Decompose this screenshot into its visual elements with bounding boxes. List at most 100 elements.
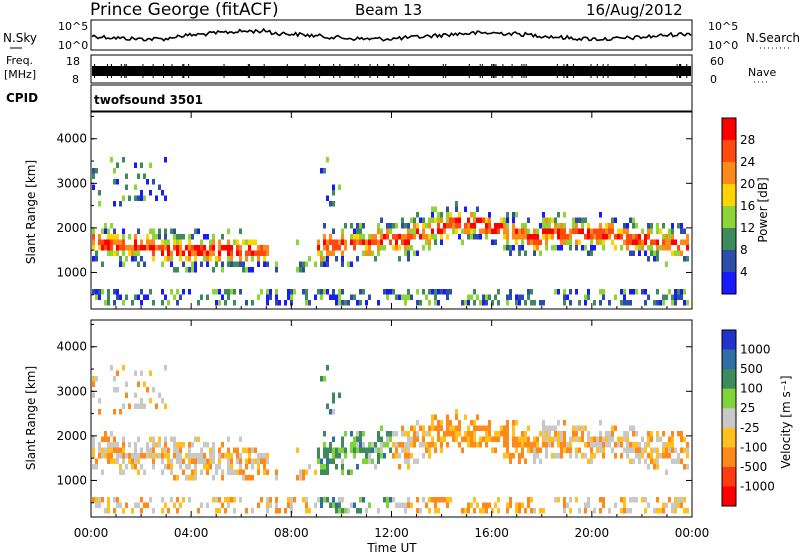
velocity-cell: [110, 447, 113, 453]
velocity-cell: [539, 447, 542, 453]
power-cell: [230, 261, 233, 267]
velocity-cell: [632, 425, 635, 431]
power-cell: [155, 245, 158, 251]
power-cell: [545, 223, 548, 229]
power-cell: [506, 212, 509, 218]
power-cell: [161, 289, 164, 295]
freq-tick-top: 18: [66, 55, 80, 68]
colorbar-frame: [721, 329, 737, 507]
velocity-cell: [563, 502, 566, 508]
power-cell: [113, 179, 116, 185]
power-cell: [623, 294, 626, 300]
velocity-cell: [491, 508, 494, 514]
velocity-cell: [245, 458, 248, 464]
velocity-cell: [146, 502, 149, 508]
velocity-cell: [308, 464, 311, 470]
velocity-cell: [626, 453, 629, 459]
power-cell: [113, 300, 116, 306]
velocity-cell: [557, 453, 560, 459]
power-cell: [290, 294, 293, 300]
freq-strip-frame: [90, 54, 693, 84]
power-cell: [542, 228, 545, 234]
velocity-cell: [419, 508, 422, 514]
velocity-cell: [326, 497, 329, 503]
power-cell: [635, 234, 638, 240]
power-cell: [482, 294, 485, 300]
velocity-cell: [176, 447, 179, 453]
velocity-cell: [416, 431, 419, 437]
power-cell: [116, 234, 119, 240]
velocity-cell: [602, 502, 605, 508]
power-cell: [683, 228, 686, 234]
velocity-cell: [380, 447, 383, 453]
velocity-cell: [584, 442, 587, 448]
power-cell: [284, 300, 287, 306]
velocity-cell: [533, 508, 536, 514]
power-cell: [350, 294, 353, 300]
power-cell: [170, 250, 173, 256]
power-cell: [377, 300, 380, 306]
power-cell: [650, 245, 653, 251]
velocity-cell: [257, 453, 260, 459]
velocity-cell: [338, 508, 341, 514]
power-cell: [446, 206, 449, 212]
velocity-cell: [179, 458, 182, 464]
power-cell: [239, 256, 242, 262]
velocity-cell: [581, 453, 584, 459]
power-cell: [557, 212, 560, 218]
velocity-cell: [200, 447, 203, 453]
velocity-cell: [206, 469, 209, 475]
power-cell: [242, 239, 245, 245]
power-cell: [197, 228, 200, 234]
velocity-cell: [647, 436, 650, 442]
velocity-cell: [350, 447, 353, 453]
velocity-cell: [332, 453, 335, 459]
power-cell: [416, 223, 419, 229]
power-cell: [107, 250, 110, 256]
velocity-cell: [335, 447, 338, 453]
power-cell: [593, 228, 596, 234]
velocity-cell: [335, 464, 338, 470]
velocity-cell: [575, 453, 578, 459]
velocity-cell: [116, 453, 119, 459]
power-cell: [686, 239, 689, 245]
velocity-cell: [416, 436, 419, 442]
nsky-strip-frame: [90, 19, 693, 51]
velocity-cell: [446, 442, 449, 448]
power-cell: [182, 250, 185, 256]
power-cell: [392, 289, 395, 295]
colorbar-segment: [722, 206, 736, 229]
velocity-cell: [512, 425, 515, 431]
velocity-cell: [122, 365, 125, 371]
velocity-cell: [380, 425, 383, 431]
velocity-cell: [359, 508, 362, 514]
power-cell: [104, 245, 107, 251]
power-cell: [368, 239, 371, 245]
velocity-cell: [92, 447, 95, 453]
velocity-cell: [563, 447, 566, 453]
power-cell: [224, 300, 227, 306]
colorbar-segment: [722, 388, 736, 409]
power-cell: [647, 245, 650, 251]
velocity-cell: [554, 425, 557, 431]
power-cell: [458, 217, 461, 223]
power-cell: [548, 228, 551, 234]
velocity-cell: [410, 442, 413, 448]
velocity-cell: [494, 436, 497, 442]
velocity-cell: [494, 431, 497, 437]
power-cell: [338, 184, 341, 190]
power-cell: [413, 217, 416, 223]
velocity-cell: [176, 458, 179, 464]
power-cell: [137, 261, 140, 267]
velocity-cell: [425, 502, 428, 508]
velocity-cell: [338, 447, 341, 453]
velocity-cell: [209, 447, 212, 453]
power-cell: [659, 300, 662, 306]
velocity-cell: [92, 464, 95, 470]
velocity-cell: [239, 469, 242, 475]
velocity-cell: [656, 431, 659, 437]
velocity-cell: [110, 458, 113, 464]
velocity-cell: [446, 414, 449, 420]
freq-label: Freq.: [6, 54, 33, 67]
velocity-cell: [557, 431, 560, 437]
